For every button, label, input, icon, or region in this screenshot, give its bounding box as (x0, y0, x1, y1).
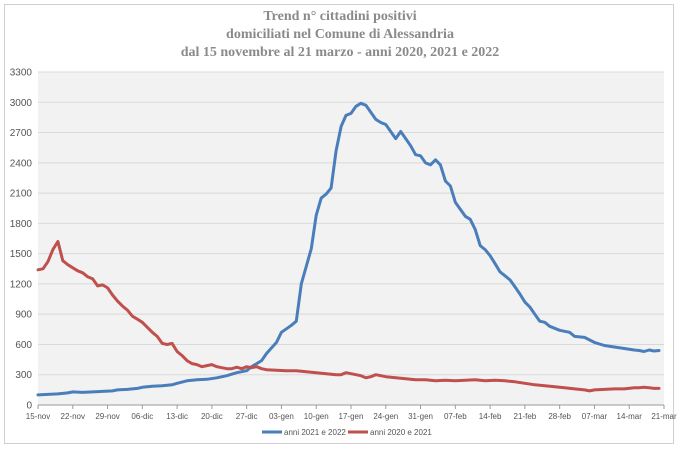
y-tick-label: 300 (15, 370, 32, 381)
x-tick-label: 03-gen (269, 412, 294, 421)
legend-label: anni 2020 e 2021 (370, 428, 432, 437)
x-tick-label: 21-feb (514, 412, 537, 421)
series-line-2 (36, 240, 661, 393)
x-tick-label: 13-dic (166, 412, 188, 421)
x-tick-label: 15-nov (26, 412, 50, 421)
y-tick-label: 2700 (10, 128, 33, 139)
chart-title-line-2: domiciliati nel Comune di Alessandria (226, 27, 454, 42)
x-tick-label: 20-dic (201, 412, 223, 421)
x-tick-label: 31-gen (408, 412, 433, 421)
y-tick-label: 2400 (10, 158, 33, 169)
x-tick-label: 07-mar (582, 412, 608, 421)
x-tick-label: 24-gen (373, 412, 398, 421)
x-tick-label: 06-dic (131, 412, 153, 421)
x-tick-label: 28-feb (548, 412, 571, 421)
y-tick-label: 3300 (10, 68, 33, 79)
y-tick-label: 2100 (10, 189, 33, 200)
y-tick-label: 3000 (10, 98, 33, 109)
legend-label: anni 2021 e 2022 (284, 428, 346, 437)
x-tick-label: 22-nov (61, 412, 85, 421)
y-tick-label: 900 (15, 310, 32, 321)
y-tick-label: 1500 (10, 249, 33, 260)
chart-title-line-3: dal 15 novembre al 21 marzo - anni 2020,… (180, 45, 500, 60)
x-tick-label: 14-feb (479, 412, 502, 421)
chart-title-line-1: Trend n° cittadini positivi (263, 9, 417, 24)
x-tick-label: 27-dic (236, 412, 258, 421)
x-tick-label: 10-gen (304, 412, 329, 421)
y-tick-label: 1200 (10, 279, 33, 290)
x-tick-label: 29-nov (95, 412, 119, 421)
y-tick-label: 600 (15, 340, 32, 351)
x-tick-label: 21-mar (651, 412, 677, 421)
series-line-1 (36, 101, 661, 397)
x-tick-label: 14-mar (617, 412, 643, 421)
y-tick-label: 1800 (10, 219, 33, 230)
y-tick-label: 0 (26, 401, 32, 412)
x-tick-label: 07-feb (444, 412, 467, 421)
chart-title: Trend n° cittadini positivi domiciliati … (0, 8, 680, 62)
x-tick-label: 17-gen (339, 412, 364, 421)
plot-area (38, 72, 664, 405)
